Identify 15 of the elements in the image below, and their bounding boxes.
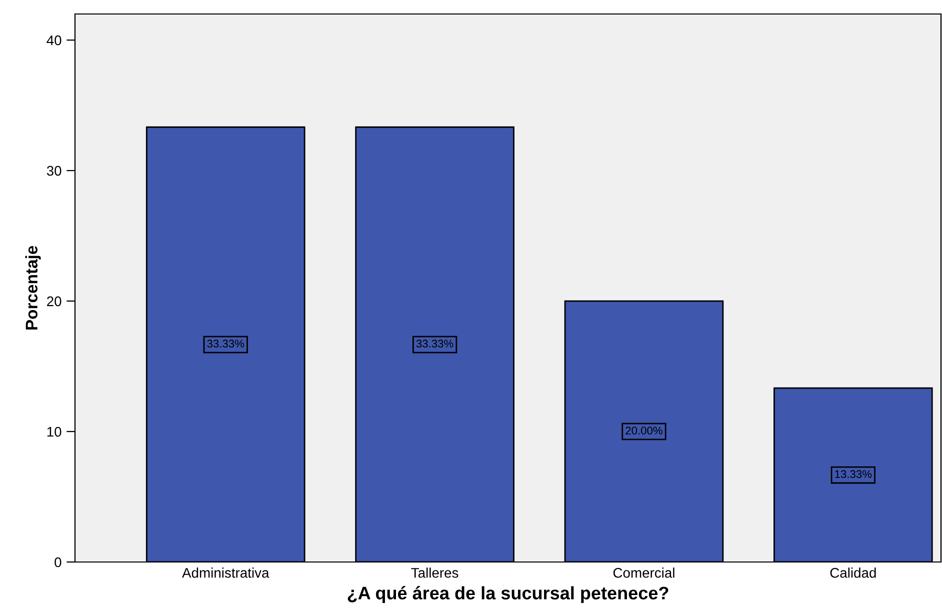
y-tick-label: 30 <box>46 166 62 176</box>
data-label: 13.33% <box>835 470 872 478</box>
y-tick-label: 10 <box>47 426 62 437</box>
x-tick-label: Administrativa <box>182 568 270 578</box>
x-tick-label: Calidad <box>830 568 876 578</box>
y-axis-title: Porcentaje <box>25 246 41 330</box>
data-label: 33.33% <box>416 340 454 348</box>
x-axis-title: ¿A qué área de la sucursal petenece? <box>348 586 668 604</box>
y-tick-label: 0 <box>54 557 62 568</box>
y-tick-label: 20 <box>47 296 62 306</box>
data-label: 20.00% <box>626 426 662 435</box>
y-tick-label: 40 <box>46 35 62 46</box>
x-tick-label: Comercial <box>613 568 674 578</box>
x-tick-label: Talleres <box>411 568 458 578</box>
data-label: 33.33% <box>207 340 244 348</box>
